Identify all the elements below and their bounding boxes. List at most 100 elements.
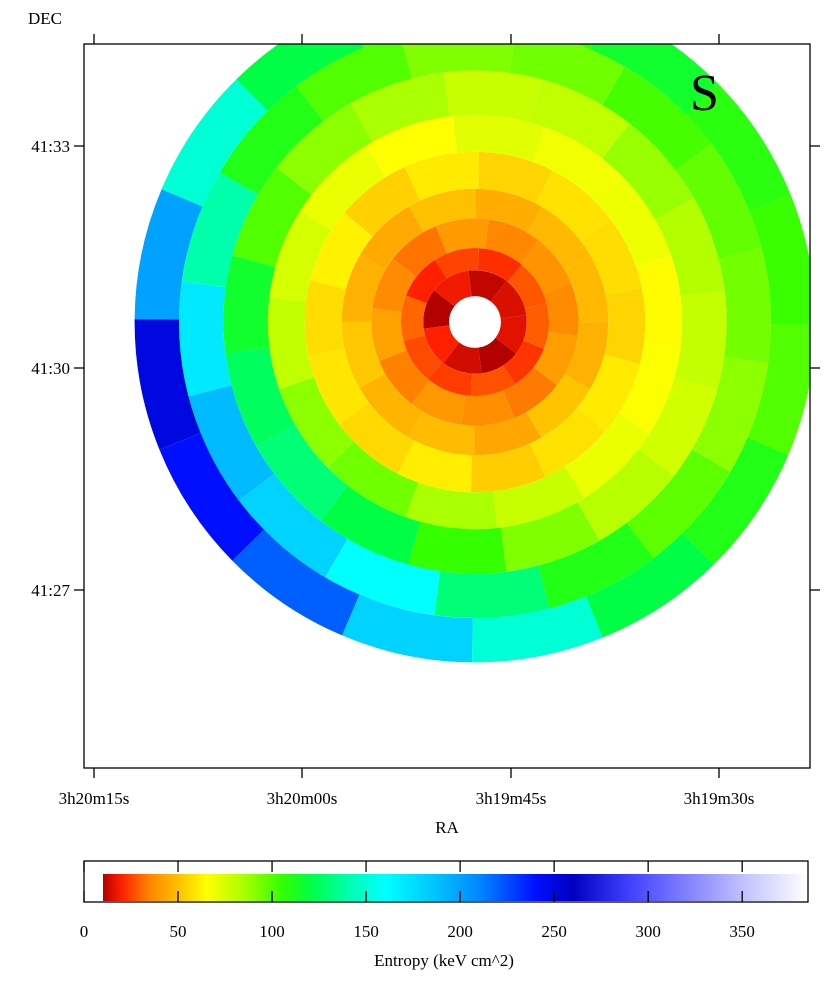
entropy-sector [407,411,475,456]
plot-frame [83,43,811,769]
entropy-sector [397,440,472,493]
entropy-sector [435,218,489,254]
entropy-sector [232,167,312,268]
entropy-sector [581,218,642,296]
entropy-sector [344,166,421,237]
entropy-sector [392,226,447,277]
entropy-sector [626,449,731,559]
x-axis-label: RA [435,818,459,837]
entropy-sector [223,255,276,354]
colorbar-tick-label: 250 [541,922,567,941]
colorbar-tick-label: 200 [447,922,473,941]
entropy-sector [276,103,373,195]
entropy-sector [342,594,473,663]
entropy-sector [267,297,315,390]
entropy-sector [635,254,683,347]
entropy-sector [503,367,558,418]
entropy-sector [685,83,791,211]
colorbar-frame [83,860,809,903]
entropy-sector [564,413,650,499]
y-axis-label: DEC [28,9,62,28]
entropy-sector [362,44,374,48]
entropy-sector [300,145,386,231]
entropy-sector [443,342,482,374]
entropy-sector [401,295,427,342]
entropy-sector [232,529,360,636]
entropy-sector [682,437,789,565]
entropy-sector [452,114,545,162]
entropy-sector [371,308,407,362]
entropy-sector [529,407,606,478]
entropy-sector [161,79,268,207]
entropy-sector [564,322,609,390]
entropy-sector [493,466,585,529]
x-tick-label: 3h20m00s [267,789,338,808]
entropy-sector [405,259,447,304]
entropy-sector [527,206,591,271]
colorbar-ticks: 0 50 100 150 200 250 300 350 [80,861,755,941]
y-tick-label: 41:33 [31,137,70,156]
entropy-sector [327,441,418,518]
entropy-sector [602,123,694,220]
entropy-sector [691,356,769,472]
entropy-sector [372,258,417,313]
entropy-sector [325,538,441,616]
entropy-sector [532,126,623,203]
entropy-sector [638,376,718,477]
entropy-sector [618,341,681,434]
y-axis-ticks: 41:33 41:30 41:27 [31,137,820,600]
entropy-sector [408,521,507,574]
entropy-sector [478,337,517,374]
colorbar: 0 50 100 150 200 250 300 350 [80,860,809,941]
entropy-sector [490,280,527,319]
entropy-sector [538,522,654,609]
entropy-sector [529,79,630,159]
entropy-sector [188,385,275,501]
entropy-sector [520,239,571,294]
entropy-sector [269,210,332,303]
entropy-sector [655,197,725,297]
entropy-sector [408,188,476,233]
entropy-sector [472,596,603,663]
entropy-sector [586,532,714,638]
entropy-sector [747,324,810,455]
entropy-sector [359,206,424,270]
entropy-sector [279,377,355,468]
entropy-sector [484,219,539,264]
entropy-sector [718,247,772,363]
entropy-sector [543,282,579,336]
entropy-sector [749,194,810,325]
colorbar-tick-label: 0 [80,922,89,941]
entropy-sector [533,331,578,386]
panel-label: S [690,65,719,122]
x-tick-label: 3h20m15s [59,789,130,808]
entropy-sector [350,72,450,142]
colorbar-tick-label: 150 [353,922,379,941]
entropy-sector [428,362,473,396]
y-tick-label: 41:30 [31,359,70,378]
colorbar-tick-label: 100 [259,922,285,941]
entropy-sector [236,44,364,112]
entropy-sector [470,365,516,396]
entropy-sector [365,115,457,178]
entropy-sector [468,270,507,302]
entropy-sector [433,270,472,307]
entropy-sectors [134,44,810,663]
entropy-sector [404,151,479,201]
entropy-sector [308,348,369,426]
entropy-sector [225,347,295,447]
entropy-sector [577,354,641,432]
entropy-sector [595,176,671,267]
entropy-sector [478,151,553,204]
x-axis-ticks: 3h20m15s 3h20m00s 3h19m45s 3h19m30s [59,34,754,808]
entropy-sector [134,319,201,450]
entropy-sector [509,44,625,106]
entropy-sector [495,315,527,354]
entropy-sector [526,374,591,438]
entropy-sector [423,290,455,329]
entropy-sector [304,280,346,357]
colorbar-tick-label: 50 [170,922,187,941]
entropy-sector [535,170,611,242]
entropy-sector [341,321,386,389]
